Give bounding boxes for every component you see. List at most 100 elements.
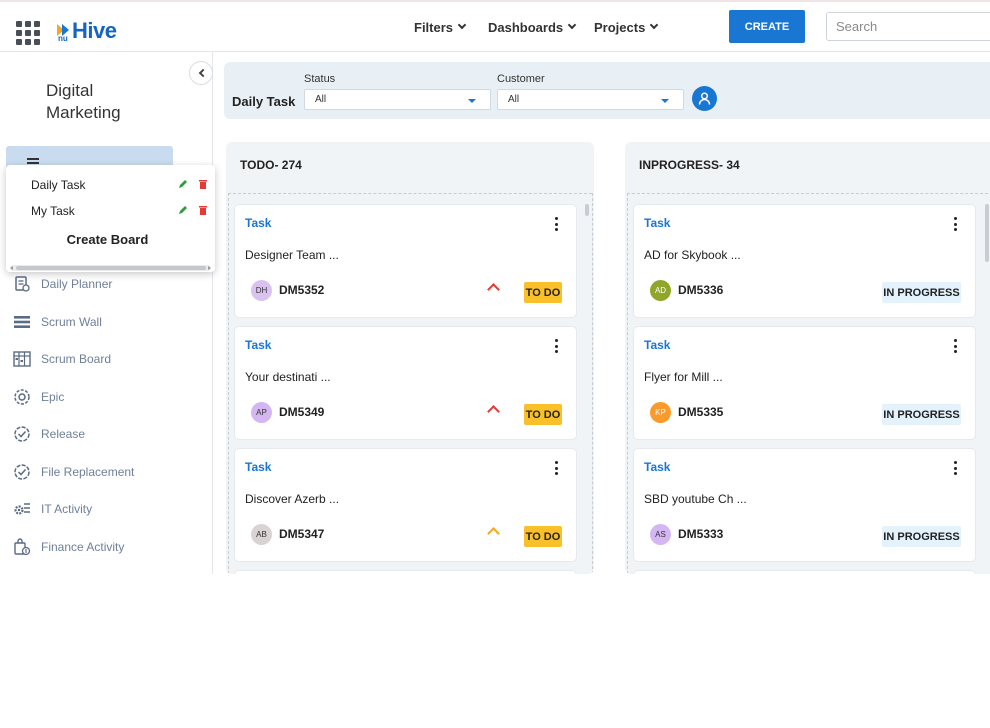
status-badge[interactable]: TO DO — [524, 404, 562, 425]
delete-icon[interactable] — [198, 205, 208, 215]
logo-prefix: nu — [58, 34, 68, 43]
edit-icon[interactable] — [178, 205, 188, 215]
status-filter-select[interactable]: All — [304, 89, 491, 110]
scrum-wall-icon — [12, 312, 32, 332]
status-badge[interactable]: IN PROGRESS — [882, 404, 961, 425]
column-todo: TODO- 274 Task Designer Team ... DH DM53… — [226, 142, 594, 574]
task-type[interactable]: Task — [245, 216, 272, 230]
avatar: DH — [251, 280, 272, 301]
avatar: KP — [650, 402, 671, 423]
sidebar-item-scrum-board[interactable]: Scrum Board — [12, 348, 111, 370]
status-badge[interactable]: IN PROGRESS — [882, 526, 961, 547]
it-activity-icon — [12, 499, 32, 519]
more-options-icon[interactable] — [555, 217, 559, 231]
priority-high-icon — [487, 283, 500, 296]
sidebar-item-finance-activity[interactable]: Finance Activity — [12, 536, 124, 558]
task-id[interactable]: DM5352 — [279, 283, 325, 297]
edit-icon[interactable] — [178, 179, 188, 189]
sidebar-item-label: Epic — [41, 390, 65, 404]
status-badge[interactable]: TO DO — [524, 526, 562, 547]
sidebar-item-label: Finance Activity — [41, 540, 125, 554]
menu-icon — [27, 158, 39, 160]
avatar: AS — [650, 524, 671, 545]
more-options-icon[interactable] — [954, 461, 958, 475]
collapse-sidebar-button[interactable] — [189, 61, 213, 85]
chevron-left-icon — [198, 68, 207, 78]
chevron-down-icon — [457, 20, 467, 30]
task-card[interactable]: Task Discover Azerb ... AB DM5347 TO DO — [234, 448, 577, 562]
task-type[interactable]: Task — [644, 460, 671, 474]
sidebar-item-it-activity[interactable]: IT Activity — [12, 498, 92, 520]
column-header: INPROGRESS- 34 — [639, 158, 740, 172]
task-id[interactable]: DM5347 — [279, 527, 325, 541]
priority-high-icon — [487, 405, 500, 418]
task-card[interactable]: Task Designer Team ... DH DM5352 TO DO — [234, 204, 577, 318]
project-title: Digital Marketing — [46, 81, 121, 122]
status-badge[interactable]: TO DO — [524, 282, 562, 303]
delete-icon[interactable] — [198, 179, 208, 189]
task-card[interactable]: Task SBD youtube Ch ... AS DM5333 IN PRO… — [633, 448, 976, 562]
avatar: AB — [251, 524, 272, 545]
apps-grid-icon[interactable] — [16, 21, 42, 45]
task-id[interactable]: DM5333 — [678, 527, 724, 541]
create-board-button[interactable]: Create Board — [66, 232, 149, 247]
task-card-partial[interactable] — [234, 570, 577, 574]
board-item-my-task[interactable]: My Task — [31, 204, 75, 218]
nav-filters[interactable]: Filters — [414, 17, 467, 37]
search-input[interactable] — [826, 12, 990, 41]
release-icon — [12, 424, 32, 444]
nav-projects-label: Projects — [594, 19, 646, 35]
more-options-icon[interactable] — [954, 217, 958, 231]
more-options-icon[interactable] — [954, 339, 958, 353]
dropdown-scrollbar[interactable] — [10, 265, 211, 271]
more-options-icon[interactable] — [555, 339, 559, 353]
task-card-partial[interactable] — [633, 570, 976, 574]
column-header: TODO- 274 — [240, 158, 302, 172]
sidebar-item-daily-planner[interactable]: Daily Planner — [12, 273, 112, 295]
task-card[interactable]: Task Flyer for Mill ... KP DM5335 IN PRO… — [633, 326, 976, 440]
task-name: Flyer for Mill ... — [644, 370, 723, 384]
status-badge[interactable]: IN PROGRESS — [882, 282, 961, 303]
sidebar-item-release[interactable]: Release — [12, 423, 85, 445]
user-filter-button[interactable] — [692, 86, 717, 111]
task-type[interactable]: Task — [245, 338, 272, 352]
task-card[interactable]: Task AD for Skybook ... AD DM5336 IN PRO… — [633, 204, 976, 318]
column-scrollbar[interactable] — [585, 204, 589, 216]
avatar: AP — [251, 402, 272, 423]
boards-dropdown: Daily Task My Task Create Board — [6, 165, 215, 272]
epic-icon — [12, 387, 32, 407]
dropdown-arrow-icon — [468, 99, 476, 103]
task-type[interactable]: Task — [644, 338, 671, 352]
task-name: SBD youtube Ch ... — [644, 492, 747, 506]
top-border — [0, 0, 990, 2]
nav-dashboards-label: Dashboards — [488, 19, 564, 35]
task-card[interactable]: Task Your destinati ... AP DM5349 TO DO — [234, 326, 577, 440]
nav-projects[interactable]: Projects — [594, 17, 659, 37]
user-icon — [698, 92, 711, 105]
task-id[interactable]: DM5335 — [678, 405, 724, 419]
task-type[interactable]: Task — [644, 216, 671, 230]
daily-planner-icon — [12, 274, 32, 294]
nav-dashboards[interactable]: Dashboards — [488, 17, 577, 37]
task-id[interactable]: DM5349 — [279, 405, 325, 419]
sidebar-item-label: Scrum Board — [41, 352, 112, 366]
nav-filters-label: Filters — [414, 19, 454, 35]
sidebar-item-label: File Replacement — [41, 465, 135, 479]
nuhive-logo[interactable]: nu Hive — [57, 18, 117, 44]
create-button[interactable]: CREATE — [729, 10, 805, 43]
task-id[interactable]: DM5336 — [678, 283, 724, 297]
status-filter-value: All — [315, 94, 327, 105]
board-title: Daily Task — [232, 94, 296, 109]
sidebar-item-epic[interactable]: Epic — [12, 386, 64, 408]
column-scrollbar[interactable] — [985, 204, 989, 262]
sidebar-item-file-replacement[interactable]: File Replacement — [12, 461, 134, 483]
board-item-daily-task[interactable]: Daily Task — [31, 178, 86, 192]
sidebar-item-scrum-wall[interactable]: Scrum Wall — [12, 311, 102, 333]
logo-text: Hive — [72, 18, 117, 43]
file-replacement-icon — [12, 462, 32, 482]
customer-filter-select[interactable]: All — [497, 89, 684, 110]
more-options-icon[interactable] — [555, 461, 559, 475]
task-type[interactable]: Task — [245, 460, 272, 474]
task-name: AD for Skybook ... — [644, 248, 741, 262]
dropdown-arrow-icon — [661, 99, 669, 103]
